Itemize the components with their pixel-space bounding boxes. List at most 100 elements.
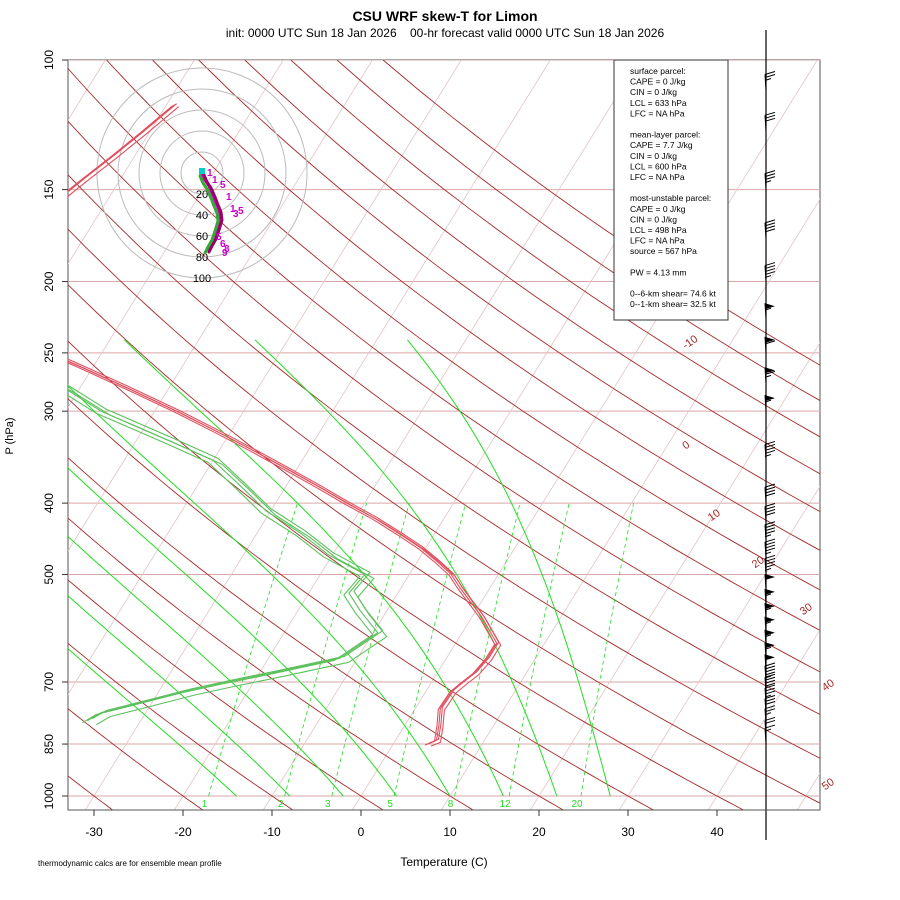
hodograph-ring-label: 60 — [196, 231, 208, 243]
dewpoint-member-line — [68, 388, 388, 726]
hodograph-ring-label: 20 — [196, 189, 208, 201]
wind-barb-flag — [764, 370, 776, 375]
wind-barb-pennant — [765, 395, 775, 402]
wind-barb-flag — [764, 701, 776, 706]
wind-barb-flag — [764, 114, 776, 119]
wind-barb — [764, 662, 776, 683]
wind-barb — [764, 70, 776, 91]
wind-barb-flag — [764, 705, 776, 710]
info-box-line: CAPE = 0 J/kg — [630, 204, 686, 214]
chart-title: CSU WRF skew-T for Limon — [352, 8, 537, 24]
mixing-ratio-label: 2 — [278, 799, 284, 810]
wind-barb-flag — [764, 262, 776, 267]
wind-barb-half-flag — [764, 675, 772, 679]
dry-adiabat-line — [68, 120, 820, 673]
hodograph-ring — [117, 88, 287, 258]
isotherm-line — [618, 485, 820, 810]
hodograph-trace — [202, 173, 224, 254]
y-tick-label: 700 — [42, 672, 56, 692]
dry-adiabat-line — [152, 60, 820, 551]
dewpoint-member-line — [68, 384, 384, 720]
wind-barb-flag — [764, 695, 776, 700]
wind-barb-column — [764, 30, 776, 840]
dry-adiabat-label: 30 — [798, 601, 815, 618]
hodograph-height-label: 5 — [238, 206, 244, 217]
moist-adiabat-line — [68, 467, 398, 797]
dry-adiabat-line — [68, 517, 474, 810]
wind-barb — [764, 538, 776, 559]
hodograph-surface-marker — [199, 168, 205, 174]
info-box-line: source = 567 hPa — [630, 246, 697, 256]
wind-barb-flag — [764, 440, 776, 445]
wind-barb-half-flag — [764, 77, 772, 81]
isotherm-line — [173, 60, 640, 810]
wind-barb — [764, 521, 776, 541]
x-tick-label: 30 — [621, 825, 635, 839]
wind-barb-flag — [764, 527, 776, 532]
y-tick-label: 850 — [42, 734, 56, 754]
wind-barb-half-flag — [764, 551, 772, 555]
x-tick-label: 40 — [710, 825, 724, 839]
wind-barb-flag — [764, 690, 776, 695]
info-box-line: CIN = 0 J/kg — [630, 151, 677, 161]
wind-barb-flag — [764, 698, 776, 703]
mixing-ratio-label: 12 — [500, 799, 512, 810]
wind-barb-flag — [764, 173, 776, 178]
isotherm-line — [885, 60, 900, 812]
wind-barb-flag — [764, 70, 776, 75]
wind-barb-flag — [764, 708, 776, 713]
dry-adiabat-line — [68, 284, 820, 804]
info-box-line: CIN = 0 J/kg — [630, 214, 677, 224]
wind-barb-pennant — [765, 574, 775, 581]
wind-barb-flag — [764, 111, 776, 116]
wind-barb-flag — [764, 554, 776, 559]
x-tick-label: 0 — [358, 825, 365, 839]
wind-barb — [764, 303, 775, 320]
x-tick-label: -20 — [174, 825, 192, 839]
mixing-ratio-label: 8 — [448, 799, 454, 810]
wind-barb-half-flag — [764, 307, 772, 311]
wind-barb — [764, 219, 776, 239]
x-tick-label: -30 — [85, 825, 103, 839]
hodograph-height-label: 5 — [216, 232, 222, 243]
wind-barb-half-flag — [764, 567, 772, 571]
wind-barb-flag — [764, 265, 776, 270]
info-box-line: CAPE = 0 J/kg — [630, 77, 686, 87]
dry-adiabat-label: 0 — [680, 439, 692, 452]
mixing-ratio-line — [208, 502, 298, 797]
isotherm-line — [351, 60, 818, 810]
hodograph-height-label: 1 — [226, 192, 232, 203]
x-tick-label: 20 — [532, 825, 546, 839]
wind-barb — [764, 642, 775, 659]
wind-barb-flag — [764, 512, 776, 516]
wind-barb-pennant — [765, 588, 775, 595]
info-box-line: 0--6-km shear= 74.6 kt — [630, 289, 716, 299]
wind-barb-flag — [764, 668, 776, 673]
hodograph-ring — [159, 130, 245, 216]
wind-barb-pennant — [765, 603, 775, 610]
wind-barb — [764, 367, 776, 384]
wind-barb — [764, 684, 776, 705]
hodograph-height-label: 9 — [222, 248, 228, 259]
wind-barb-half-flag — [764, 607, 772, 611]
info-box-line: mean-layer parcel: — [630, 130, 700, 140]
hodograph-ring-label: 40 — [196, 210, 208, 222]
dry-adiabat-line — [198, 60, 820, 513]
info-box-line: most-unstable parcel: — [630, 193, 711, 203]
wind-barb — [764, 616, 775, 633]
wind-barb — [764, 440, 776, 461]
wind-barb-flag — [764, 687, 776, 692]
wind-barb-flag — [764, 492, 776, 497]
wind-barb — [764, 483, 776, 504]
dry-adiabat-line — [336, 60, 820, 402]
isotherm-line — [68, 60, 373, 552]
hodograph-height-label: 8 — [224, 244, 230, 255]
wind-barb-flag — [764, 170, 776, 175]
dry-adiabat-line — [106, 60, 820, 591]
y-tick-label: 250 — [42, 343, 56, 363]
hodograph-height-label: 1 — [207, 168, 213, 179]
temperature-member-line — [68, 105, 496, 746]
mixing-ratio-label: 20 — [571, 799, 583, 810]
wind-barb-flag — [764, 716, 776, 721]
x-axis-label: Temperature (C) — [400, 855, 487, 869]
